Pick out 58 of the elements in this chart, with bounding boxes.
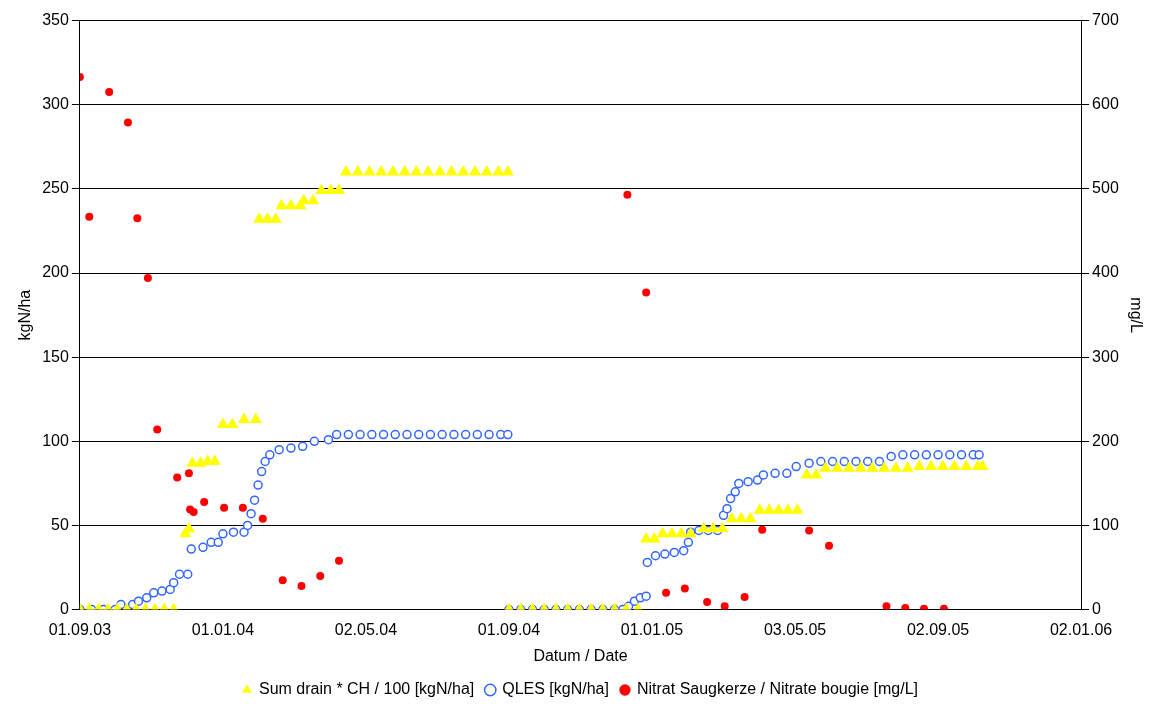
point (623, 190, 632, 199)
point (334, 556, 343, 565)
point (258, 514, 267, 523)
x-tick-label: 01.01.04 (191, 620, 255, 638)
x-tick-label: 02.01.06 (1049, 620, 1113, 638)
y2-tick-label: 400 (1092, 263, 1119, 281)
point (143, 274, 152, 283)
point (901, 603, 910, 610)
y-tick-label: 50 (51, 515, 69, 533)
point (316, 571, 325, 580)
y-tick-label: 200 (42, 263, 69, 281)
point (133, 214, 142, 223)
point (220, 503, 229, 512)
point (85, 212, 94, 221)
x-axis-title: Datum / Date (533, 646, 628, 664)
x-tick-label: 01.09.04 (477, 620, 541, 638)
y2-tick-label: 600 (1092, 95, 1119, 113)
y2-tick-label: 200 (1092, 431, 1119, 449)
x-tick-label: 01.01.05 (620, 620, 684, 638)
point (805, 526, 814, 535)
y-axis-title: kgN/ha (16, 289, 34, 341)
y2-tick-label: 700 (1092, 11, 1119, 29)
point (278, 576, 287, 585)
x-tick-label: 02.09.05 (906, 620, 970, 638)
point (720, 602, 729, 610)
y-tick-label: 100 (42, 431, 69, 449)
legend-label: QLES [kgN/ha] (502, 680, 609, 698)
point (200, 497, 209, 506)
point (297, 582, 306, 591)
point (703, 598, 712, 607)
point (825, 541, 834, 550)
legend-label: Nitrat Saugkerze / Nitrate bougie [mg/L] (636, 680, 918, 698)
point (123, 118, 132, 127)
point (642, 288, 651, 297)
point (153, 425, 162, 434)
legend-label: Sum drain * CH / 100 [kgN/ha] (259, 680, 475, 698)
y2-tick-label: 500 (1092, 179, 1119, 197)
point (238, 503, 247, 512)
y-tick-label: 300 (42, 95, 69, 113)
y-tick-label: 0 (59, 600, 69, 618)
point (662, 588, 671, 597)
y2-axis-title: mg/L (1127, 297, 1145, 333)
y2-tick-label: 0 (1092, 600, 1102, 618)
y-tick-label: 250 (42, 179, 69, 197)
y2-tick-label: 100 (1092, 515, 1119, 533)
point (680, 584, 689, 593)
point (882, 602, 891, 610)
x-tick-label: 02.05.04 (334, 620, 398, 638)
point (173, 473, 182, 482)
x-tick-label: 03.05.05 (763, 620, 827, 638)
point (184, 469, 193, 478)
point (105, 88, 114, 97)
y-tick-label: 150 (42, 347, 69, 365)
x-tick-label: 01.09.03 (48, 620, 112, 638)
point (758, 525, 767, 534)
y2-tick-label: 300 (1092, 347, 1119, 365)
y-tick-label: 350 (42, 11, 69, 29)
point (740, 592, 749, 601)
